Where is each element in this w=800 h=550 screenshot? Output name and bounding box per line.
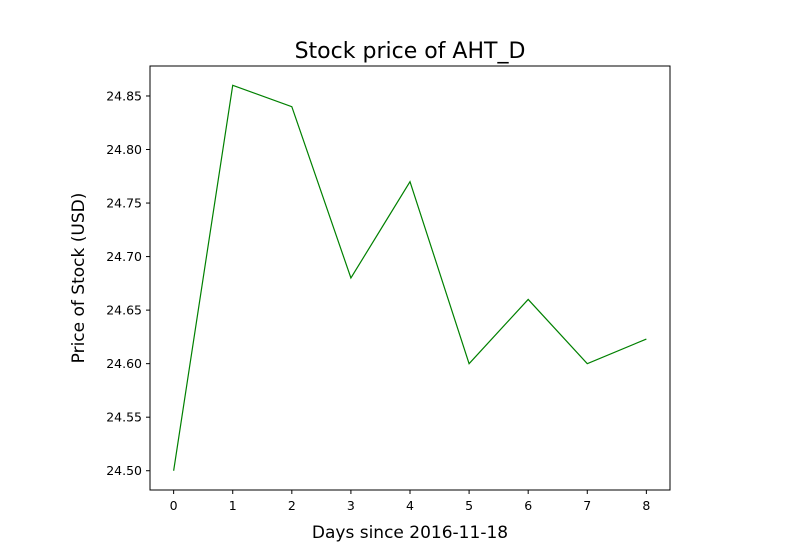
series-line	[173, 84, 647, 471]
x-tick-label: 3	[347, 498, 355, 513]
x-tick-label: 8	[642, 498, 650, 513]
x-tick-label: 5	[465, 498, 473, 513]
x-tick-label: 1	[229, 498, 237, 513]
x-axis: 0 1 2 3 4 5 6 7 8	[170, 490, 650, 513]
x-tick-label: 0	[170, 498, 178, 513]
y-axis-label: Price of Stock (USD)	[69, 193, 89, 364]
y-tick-label: 24.60	[106, 356, 142, 371]
y-tick-label: 24.80	[106, 142, 142, 157]
chart-title: Stock price of AHT_D	[295, 39, 526, 64]
plot-area	[173, 84, 647, 471]
y-tick-label: 24.55	[106, 410, 142, 425]
y-axis: 24.50 24.55 24.60 24.65 24.70 24.75 24.80 24.85	[106, 88, 150, 478]
plot-frame	[149, 65, 671, 491]
y-tick-label: 24.75	[106, 196, 142, 211]
x-axis-label: Days since 2016-11-18	[312, 523, 508, 543]
x-tick-label: 6	[524, 498, 532, 513]
y-tick-label: 24.85	[106, 88, 142, 103]
x-tick-label: 4	[406, 498, 414, 513]
y-tick-label: 24.70	[106, 249, 142, 264]
x-tick-label: 7	[583, 498, 591, 513]
y-tick-label: 24.50	[106, 463, 142, 478]
y-tick-label: 24.65	[106, 303, 142, 318]
x-tick-label: 2	[288, 498, 296, 513]
